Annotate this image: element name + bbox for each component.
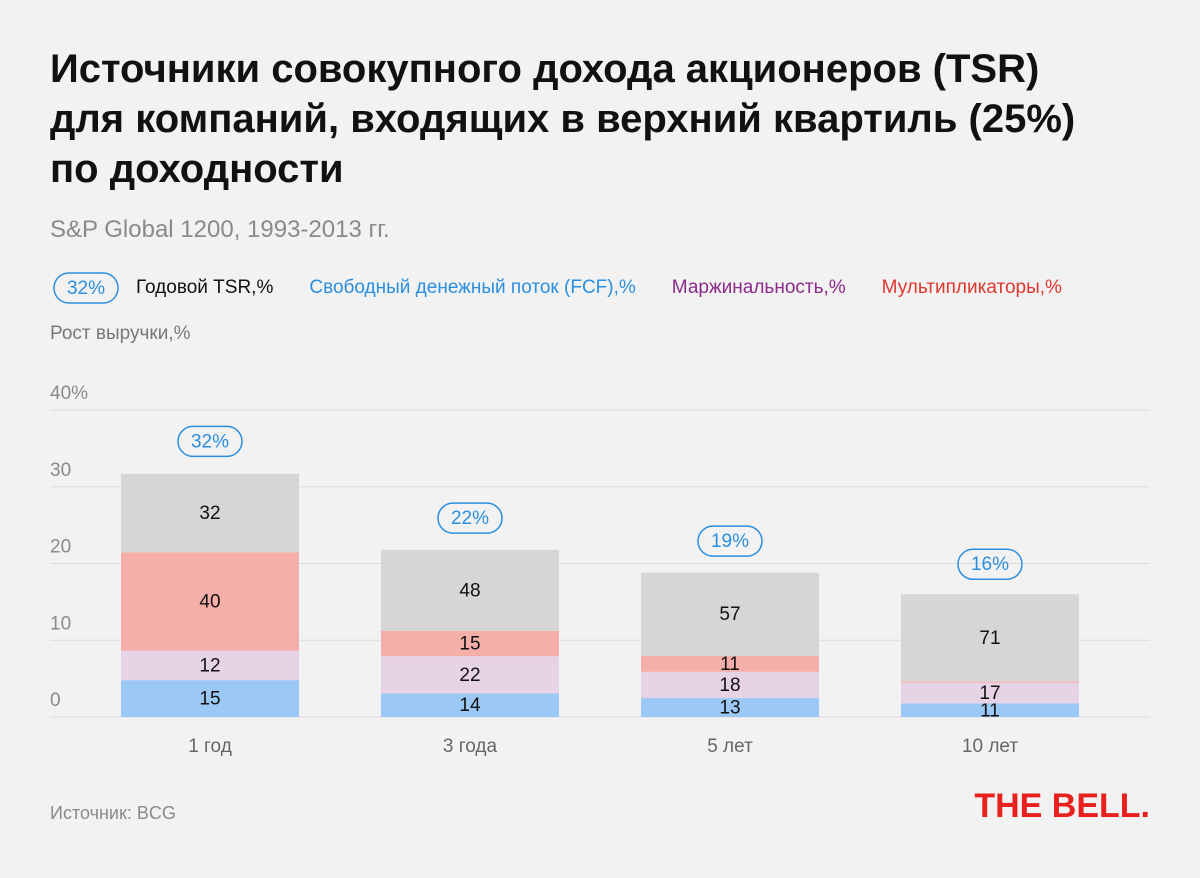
segment-label: 40 (199, 592, 220, 613)
y-tick-label: 20 (50, 537, 71, 558)
x-tick-label: 1 год (188, 736, 232, 757)
bar-segment (901, 703, 1079, 717)
title-line: по доходности (50, 147, 344, 191)
segment-label: 14 (459, 695, 481, 716)
source: Источник: BCG (50, 803, 176, 823)
bar-segment (641, 698, 819, 717)
logo: THE BELL. (974, 787, 1150, 825)
tsr-label: 32% (67, 278, 105, 299)
tsr-label: 22% (451, 508, 489, 529)
bar-segment (641, 655, 819, 672)
bar-segment (901, 681, 1079, 683)
bar-segment (381, 656, 559, 694)
subtitle: S&P Global 1200, 1993-2013 гг. (50, 216, 390, 243)
y-tick-label: 0 (50, 690, 61, 711)
bar-segment (381, 630, 559, 657)
bar-segment (121, 650, 299, 681)
y-tick-label: 30 (50, 460, 71, 481)
chart-title: Источники совокупного дохода акционеров … (50, 44, 1075, 194)
bar-segment (121, 680, 299, 717)
legend-label: Рост выручки,% (50, 323, 191, 344)
segment-label: 11 (720, 654, 740, 675)
title-line: Источники совокупного дохода акционеров … (50, 47, 1040, 91)
segment-label: 57 (719, 604, 740, 625)
x-tick-label: 3 года (443, 736, 498, 757)
bar-segment (641, 572, 819, 656)
bar-segment (381, 549, 559, 631)
segment-label: 17 (979, 683, 1000, 704)
segment-label: 11 (980, 700, 1000, 721)
segment-label: 22 (459, 665, 480, 686)
title-line: для компаний, входящих в верхний квартил… (50, 97, 1076, 141)
tsr-bubble (437, 502, 503, 534)
tsr-bubble (177, 425, 243, 458)
x-tick-label: 10 лет (962, 736, 1018, 757)
bar-segment (381, 693, 559, 717)
tsr-bubble (957, 548, 1023, 580)
segment-label: 32 (199, 503, 220, 524)
legend-label: Маржинальность,% (672, 277, 846, 298)
tsr-label: 32% (191, 431, 229, 452)
legend-label: Годовой TSR,% (136, 277, 273, 298)
bar-segment (121, 473, 299, 553)
segment-label: 15 (199, 689, 220, 710)
segment-label: 18 (719, 675, 740, 696)
segment-label: 71 (979, 628, 1000, 649)
tsr-bubble (697, 525, 763, 557)
bar-segment (641, 671, 819, 699)
segment-label: 12 (199, 655, 220, 676)
legend-label: Свободный денежный поток (FCF),% (309, 277, 636, 298)
legend-label: Мультипликаторы,% (882, 277, 1062, 298)
segment-label: 48 (459, 580, 480, 601)
bar-segment (121, 552, 299, 651)
bar-segment (901, 682, 1079, 704)
tsr-bubble (53, 272, 119, 304)
bar-segment (901, 594, 1079, 682)
tsr-label: 19% (711, 531, 749, 552)
tsr-label: 16% (971, 554, 1009, 575)
y-tick-label: 40% (50, 383, 88, 404)
y-tick-label: 10 (50, 613, 71, 634)
segment-label: 15 (459, 634, 480, 655)
segment-label: 13 (719, 698, 740, 719)
x-tick-label: 5 лет (707, 736, 753, 757)
